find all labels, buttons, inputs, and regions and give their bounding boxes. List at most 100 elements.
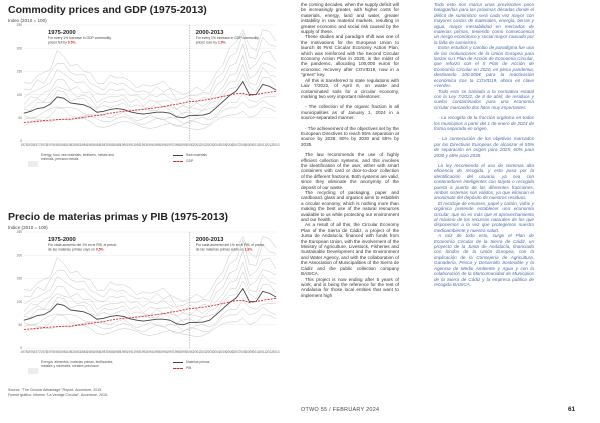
annotation-text: . bbox=[76, 41, 77, 45]
annotation-text: For every 1% increase in GDP commodity bbox=[196, 36, 259, 40]
raw-materials-point bbox=[182, 324, 184, 326]
x-tick-label: 2005 bbox=[219, 350, 226, 354]
gdp-point bbox=[143, 109, 144, 110]
gdp-point bbox=[129, 317, 131, 319]
raw-materials-point bbox=[123, 109, 124, 110]
y-tick-label: 0 bbox=[20, 346, 22, 350]
gdp-point bbox=[182, 309, 184, 311]
gdp-point bbox=[56, 119, 58, 120]
gdp-point bbox=[189, 101, 191, 102]
raw-materials-point bbox=[249, 94, 250, 95]
raw-materials-point bbox=[229, 302, 230, 303]
gdp-point bbox=[50, 119, 51, 121]
gdp-point bbox=[116, 111, 118, 113]
y-tick-label: 200 bbox=[17, 253, 23, 257]
gdp-point bbox=[209, 98, 210, 100]
chart-ylabel-en: Index (2010 = 100) bbox=[8, 18, 47, 23]
x-tick-label: 2001 bbox=[193, 143, 200, 147]
commodity-band-line bbox=[23, 93, 277, 124]
x-tick-label: 1992 bbox=[133, 350, 140, 354]
gdp-point bbox=[109, 112, 111, 114]
gdp-point bbox=[103, 321, 104, 322]
x-tick-label: 1980 bbox=[54, 143, 61, 147]
paragraph: the coming decades, when the supply defi… bbox=[301, 2, 399, 35]
gdp-point bbox=[149, 108, 151, 109]
gdp-point bbox=[235, 300, 237, 301]
commodity-band-line bbox=[23, 236, 277, 302]
raw-materials-point bbox=[96, 318, 98, 320]
x-tick-label: 2006 bbox=[226, 143, 233, 147]
gdp-point bbox=[23, 329, 25, 330]
raw-materials-point bbox=[149, 112, 151, 114]
raw-materials-point bbox=[109, 316, 111, 317]
raw-materials-point bbox=[50, 310, 51, 312]
x-tick-label: 1992 bbox=[133, 143, 140, 147]
raw-materials-point bbox=[30, 317, 31, 319]
gdp-point bbox=[249, 302, 250, 303]
y-tick-label: 250 bbox=[17, 230, 23, 234]
legend-raw-swatch bbox=[173, 155, 183, 156]
page-number: 61 bbox=[568, 406, 576, 413]
annotation-text: . bbox=[226, 41, 227, 45]
x-tick-label: 1993 bbox=[140, 143, 147, 147]
raw-materials-point bbox=[189, 322, 191, 323]
raw-materials-point bbox=[242, 81, 244, 82]
raw-materials-point bbox=[189, 115, 191, 116]
raw-materials-point bbox=[43, 107, 45, 108]
gdp-point bbox=[70, 325, 71, 327]
x-tick-label: 2011 bbox=[259, 143, 266, 147]
gdp-point bbox=[209, 305, 210, 307]
source-en: Source: "The Circular Advantage" Report.… bbox=[8, 388, 103, 392]
gdp-point bbox=[143, 316, 144, 317]
legend-band-label: Energy, food, raw materials, fertilizers… bbox=[41, 153, 114, 161]
gdp-point bbox=[103, 114, 104, 115]
x-tick-label: 2000 bbox=[186, 350, 193, 354]
gdp-point bbox=[70, 118, 71, 120]
y-tick-label: 250 bbox=[17, 23, 23, 27]
raw-materials-point bbox=[129, 111, 131, 113]
milestone: - The collection of the organic fraction… bbox=[301, 104, 399, 121]
paragraph: This project is now ending after 5 years… bbox=[301, 276, 399, 298]
legend-es: Energía, alimentos, materias primas, fer… bbox=[28, 360, 288, 380]
chart-ylabel-es: Índice (2010 = 100) bbox=[8, 225, 48, 230]
gdp-point bbox=[76, 324, 78, 326]
legend-en: Energy, food, raw materials, fertilizers… bbox=[28, 153, 288, 173]
gdp-point bbox=[136, 109, 138, 111]
raw-materials-point bbox=[162, 111, 164, 113]
gdp-point bbox=[169, 311, 171, 313]
annotation-highlight: 1.9% bbox=[218, 41, 226, 45]
raw-materials-point bbox=[76, 103, 78, 105]
commodity-band-line bbox=[23, 314, 277, 337]
chart-title-es: Precio de materias primas y PIB (1975-20… bbox=[8, 211, 229, 223]
commodity-band-line bbox=[23, 32, 277, 100]
raw-materials-point bbox=[182, 117, 184, 119]
gdp-point bbox=[149, 315, 151, 316]
x-tick-label: 1983 bbox=[74, 143, 81, 147]
x-tick-label: 1996 bbox=[160, 350, 167, 354]
gdp-point bbox=[262, 92, 264, 94]
gdp-point bbox=[269, 298, 270, 300]
gdp-point bbox=[76, 117, 78, 119]
raw-materials-point bbox=[23, 319, 25, 321]
gdp-point bbox=[196, 100, 197, 102]
commodity-band-line bbox=[23, 280, 277, 324]
gdp-point bbox=[156, 107, 157, 108]
gdp-point bbox=[96, 322, 98, 323]
annotation-highlight: 0,5% bbox=[96, 248, 104, 252]
gdp-point bbox=[269, 91, 270, 93]
x-tick-label: 2002 bbox=[200, 143, 207, 147]
spanish-text-column: Todo esto nos marca unas previsiones poc… bbox=[434, 2, 534, 287]
commodity-band-line bbox=[23, 29, 277, 95]
gdp-point bbox=[216, 304, 217, 306]
source-es: Fuente gráfico: Informe "La Ventaja Circ… bbox=[8, 393, 109, 397]
milestone: - La recogida de la fracción orgánica en… bbox=[434, 115, 534, 131]
gdp-point bbox=[262, 299, 264, 301]
x-tick-label: 1995 bbox=[153, 143, 160, 147]
x-tick-label: 1994 bbox=[146, 350, 153, 354]
gdp-point bbox=[63, 325, 65, 327]
raw-materials-point bbox=[63, 97, 65, 99]
annotation-text: . bbox=[252, 248, 253, 252]
raw-materials-point bbox=[262, 291, 264, 292]
gdp-point bbox=[23, 122, 25, 123]
